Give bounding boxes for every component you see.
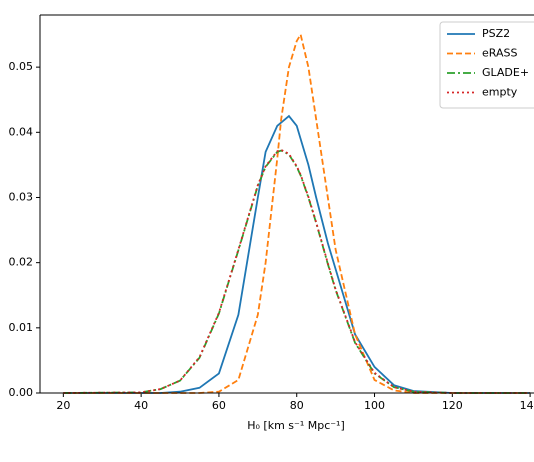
legend-box <box>439 21 534 109</box>
y-tick-label: 0.03 <box>9 190 34 203</box>
legend-label: GLADE+ <box>482 66 529 79</box>
series-line <box>63 149 531 394</box>
x-tick-label: 60 <box>212 399 226 412</box>
x-tick-label: 140 <box>520 399 534 412</box>
y-tick-label: 0.00 <box>9 386 34 399</box>
y-tick-label: 0.05 <box>9 60 34 73</box>
x-axis-label: H₀ [km s⁻¹ Mpc⁻¹] <box>247 419 345 432</box>
y-tick-label: 0.01 <box>9 321 34 334</box>
series-line <box>63 148 531 394</box>
series-line <box>63 114 531 394</box>
x-tick-label: 120 <box>442 399 463 412</box>
legend-label: empty <box>482 86 518 99</box>
y-tick-label: 0.04 <box>9 125 34 138</box>
y-tick-label: 0.02 <box>9 256 34 269</box>
x-tick-label: 40 <box>134 399 148 412</box>
x-tick-label: 100 <box>364 399 385 412</box>
x-tick-label: 20 <box>56 399 70 412</box>
legend-label: eRASS <box>482 47 517 60</box>
x-tick-label: 80 <box>290 399 304 412</box>
legend-label: PSZ2 <box>482 27 510 40</box>
